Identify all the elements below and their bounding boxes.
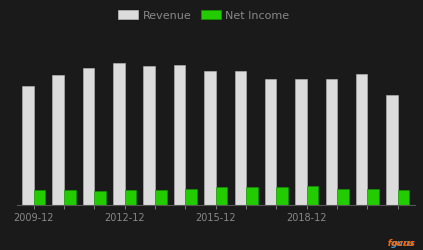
Bar: [356, 74, 368, 205]
Bar: [174, 65, 185, 205]
Bar: [307, 186, 319, 205]
Bar: [216, 188, 227, 205]
Text: guru: guru: [391, 238, 415, 248]
Bar: [143, 66, 155, 205]
Bar: [83, 68, 94, 205]
Bar: [277, 188, 288, 205]
Bar: [326, 78, 337, 205]
Text: focus: focus: [369, 238, 415, 248]
Bar: [234, 71, 246, 205]
Bar: [204, 71, 216, 205]
Bar: [295, 78, 307, 205]
Bar: [155, 190, 167, 205]
Bar: [337, 188, 349, 205]
Legend: Revenue, Net Income: Revenue, Net Income: [114, 6, 294, 25]
Bar: [94, 190, 106, 205]
Bar: [33, 190, 45, 205]
Bar: [246, 188, 258, 205]
Bar: [125, 190, 136, 205]
Bar: [64, 190, 75, 205]
Bar: [368, 189, 379, 205]
Bar: [22, 86, 33, 205]
Bar: [113, 63, 125, 205]
Bar: [398, 190, 409, 205]
Bar: [185, 189, 197, 205]
Bar: [265, 78, 277, 205]
Bar: [386, 95, 398, 205]
Bar: [52, 76, 64, 205]
